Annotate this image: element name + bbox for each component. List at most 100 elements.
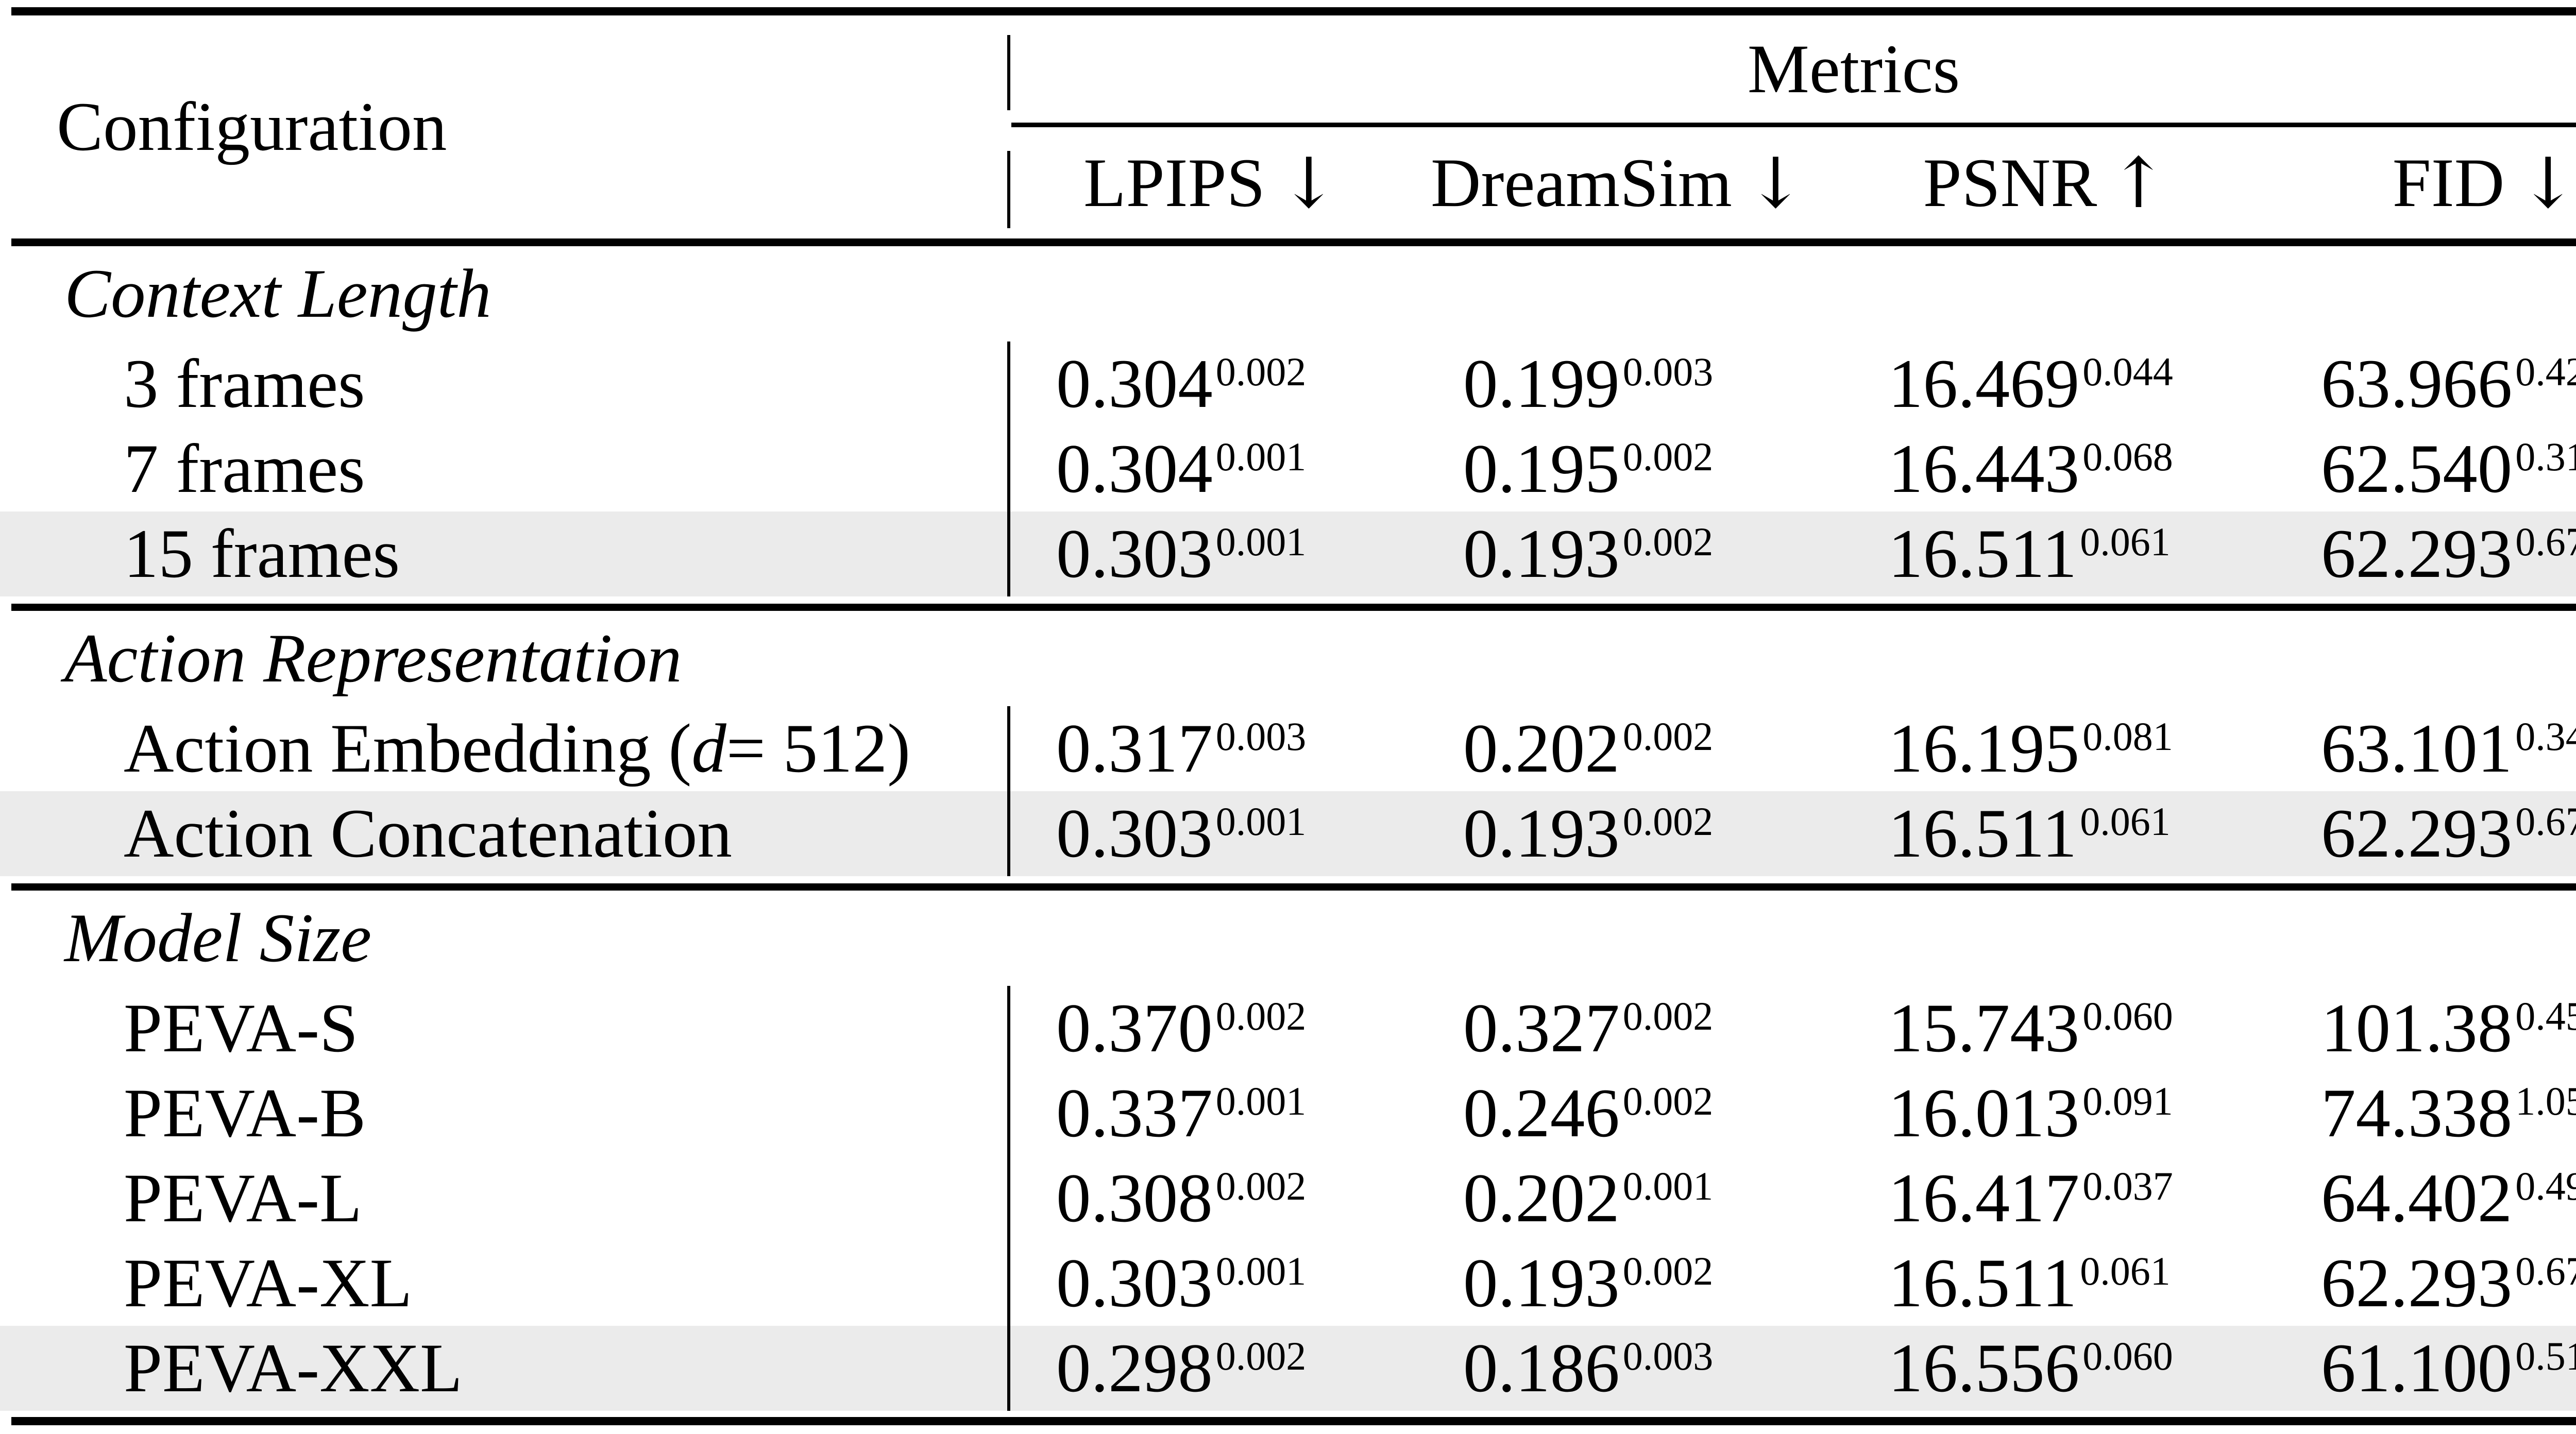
lpips-value-cell: 0.3370.001 [1007, 1071, 1414, 1156]
metric-value: 16.195 [1888, 710, 2080, 787]
up-arrow-icon: ↑ [2109, 142, 2168, 224]
table-row: Action Embedding (d = 512) 0.3170.003 0.… [0, 706, 2576, 791]
dreamsim-value-cell: 0.1930.002 [1414, 1241, 1821, 1326]
fid-value-cell: 62.2930.671 [2269, 511, 2576, 596]
metrics-cmidrule [1011, 123, 2576, 127]
section-title: Context Length [64, 255, 492, 332]
table-row: PEVA-L 0.3080.002 0.2020.001 16.4170.037… [0, 1156, 2576, 1241]
fid-value-cell: 101.380.450 [2269, 986, 2576, 1071]
column-header-lpips: LPIPS ↓ [1007, 127, 1414, 238]
row-label: PEVA-XXL [124, 1330, 463, 1407]
table-header: Configuration Metrics LPIPS ↓ DreamSim ↓… [0, 15, 2576, 238]
metric-value: 0.303 [1056, 795, 1213, 872]
column-header-fid: FID ↓ [2269, 127, 2576, 238]
metric-value: 0.193 [1463, 1245, 1620, 1322]
metric-value: 0.199 [1463, 346, 1620, 422]
row-label-cell: Action Concatenation [0, 791, 1007, 876]
section-title-row: Model Size [0, 891, 2576, 986]
configuration-header-cell: Configuration [0, 15, 1007, 238]
metric-std: 0.517 [2515, 1334, 2576, 1378]
table-row: 15 frames 0.3030.001 0.1930.002 16.5110.… [0, 511, 2576, 596]
metric-std: 0.001 [1215, 1249, 1307, 1293]
fid-value-cell: 63.9660.421 [2269, 342, 2576, 426]
row-label-cell: 7 frames [0, 426, 1007, 511]
dreamsim-value-cell: 0.1930.002 [1414, 791, 1821, 876]
metric-value: 63.966 [2321, 346, 2513, 422]
psnr-value-cell: 16.4170.037 [1821, 1156, 2269, 1241]
metric-std: 0.091 [2082, 1079, 2173, 1123]
metric-value: 16.013 [1888, 1075, 2080, 1152]
metric-std: 0.341 [2515, 714, 2576, 759]
metric-std: 0.061 [2080, 519, 2171, 564]
dreamsim-value-cell: 0.1990.003 [1414, 342, 1821, 426]
metric-value: 0.195 [1463, 431, 1620, 507]
dreamsim-value-cell: 0.1950.002 [1414, 426, 1821, 511]
fid-value-cell: 62.2930.671 [2269, 791, 2576, 876]
lpips-value-cell: 0.3030.001 [1007, 511, 1414, 596]
metric-value: 64.402 [2321, 1160, 2513, 1237]
fid-value-cell: 62.5400.314 [2269, 426, 2576, 511]
metric-std: 0.061 [2080, 1249, 2171, 1293]
table-row: PEVA-XXL 0.2980.002 0.1860.003 16.5560.0… [0, 1326, 2576, 1411]
row-label: 7 frames [124, 431, 365, 507]
metric-std: 0.003 [1215, 714, 1307, 759]
metric-value: 0.303 [1056, 516, 1213, 592]
lpips-value-cell: 0.3170.003 [1007, 706, 1414, 791]
row-label-cell: PEVA-XL [0, 1241, 1007, 1326]
metric-std: 0.671 [2515, 519, 2576, 564]
metric-value: 0.298 [1056, 1330, 1213, 1407]
psnr-value-cell: 16.5560.060 [1821, 1326, 2269, 1411]
metric-std: 0.450 [2515, 994, 2576, 1038]
psnr-value-cell: 15.7430.060 [1821, 986, 2269, 1071]
metric-value: 0.304 [1056, 431, 1213, 507]
table-row: 3 frames 0.3040.002 0.1990.003 16.4690.0… [0, 342, 2576, 426]
row-label-cell: PEVA-XXL [0, 1326, 1007, 1411]
psnr-value-cell: 16.4430.068 [1821, 426, 2269, 511]
metric-value: 0.317 [1056, 710, 1213, 787]
metric-value: 0.193 [1463, 516, 1620, 592]
column-header-dreamsim: DreamSim ↓ [1414, 127, 1821, 238]
metric-column-headers: LPIPS ↓ DreamSim ↓ PSNR ↑ FID ↓ [1007, 127, 2576, 238]
metric-value: 101.38 [2321, 990, 2513, 1067]
metric-std: 0.002 [1215, 349, 1307, 394]
row-label: Action Embedding ( [124, 710, 692, 787]
metric-std: 0.671 [2515, 1249, 2576, 1293]
row-label: Action Concatenation [124, 795, 732, 872]
metric-value: 15.743 [1888, 990, 2080, 1067]
metric-value: 0.246 [1463, 1075, 1620, 1152]
table-row: PEVA-B 0.3370.001 0.2460.002 16.0130.091… [0, 1071, 2576, 1156]
metric-value: 0.304 [1056, 346, 1213, 422]
fid-value-cell: 63.1010.341 [2269, 706, 2576, 791]
section-title-row: Action Representation [0, 611, 2576, 706]
row-label-math: d [691, 710, 726, 787]
metric-std: 0.496 [2515, 1164, 2576, 1208]
dreamsim-value-cell: 0.1860.003 [1414, 1326, 1821, 1411]
fid-value-cell: 64.4020.496 [2269, 1156, 2576, 1241]
column-header-psnr: PSNR ↑ [1821, 127, 2269, 238]
lpips-value-cell: 0.3040.001 [1007, 426, 1414, 511]
metric-value: 62.293 [2321, 1245, 2513, 1322]
section-title-row: Context Length [0, 246, 2576, 342]
section-title: Model Size [64, 900, 372, 977]
metric-value: 0.327 [1463, 990, 1620, 1067]
dreamsim-value-cell: 0.2020.001 [1414, 1156, 1821, 1241]
row-label-cell: 15 frames [0, 511, 1007, 596]
metric-std: 0.037 [2082, 1164, 2173, 1208]
configuration-header: Configuration [57, 89, 447, 165]
metric-std: 0.001 [1215, 799, 1307, 844]
row-label-cell: PEVA-S [0, 986, 1007, 1071]
metric-value: 0.202 [1463, 710, 1620, 787]
metric-value: 74.338 [2321, 1075, 2513, 1152]
section-separator-rule [11, 883, 2576, 891]
metric-value: 62.540 [2321, 431, 2513, 507]
metric-value: 16.417 [1888, 1160, 2080, 1237]
table-bottom-rule [11, 1417, 2576, 1425]
row-label: 15 frames [124, 516, 400, 592]
section-separator-rule [11, 604, 2576, 611]
metric-std: 0.421 [2515, 349, 2576, 394]
dreamsim-value-cell: 0.1930.002 [1414, 511, 1821, 596]
table-row: Action Concatenation 0.3030.001 0.1930.0… [0, 791, 2576, 876]
section-title: Action Representation [64, 620, 682, 697]
fid-value-cell: 74.3381.057 [2269, 1071, 2576, 1156]
row-label: PEVA-S [124, 990, 359, 1067]
